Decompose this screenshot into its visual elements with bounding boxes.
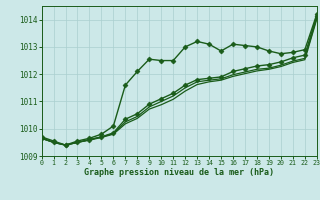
X-axis label: Graphe pression niveau de la mer (hPa): Graphe pression niveau de la mer (hPa): [84, 168, 274, 177]
